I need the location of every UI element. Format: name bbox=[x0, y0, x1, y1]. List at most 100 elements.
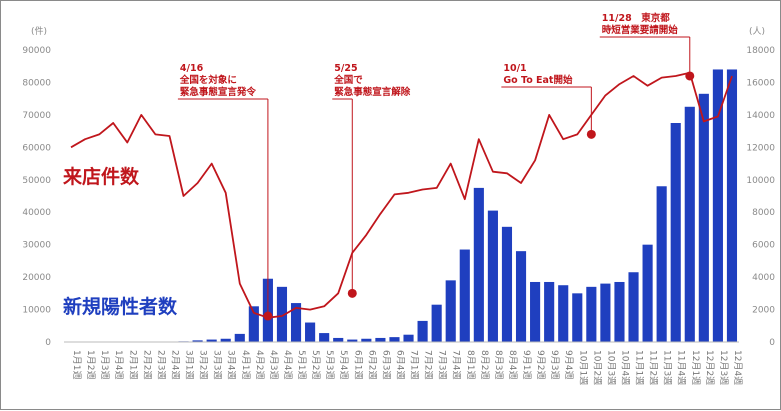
x-tick-label: 8月1週 bbox=[465, 350, 476, 379]
bar bbox=[544, 281, 555, 342]
x-tick-label: 5月4週 bbox=[338, 350, 349, 379]
x-tick-label: 1月4週 bbox=[113, 350, 124, 379]
x-tick-label: 4月4週 bbox=[282, 350, 293, 379]
annotation-marker bbox=[685, 71, 695, 81]
left-axis: (件) 0 10000 20000 30000 40000 50000 60000 70000 8… bbox=[22, 25, 51, 348]
bar bbox=[319, 333, 330, 342]
right-axis-unit: (人) bbox=[749, 26, 765, 37]
line-path bbox=[70, 71, 733, 319]
annotation-text: Go To Eat開始 bbox=[503, 74, 573, 86]
left-tick-label: 50000 bbox=[22, 176, 51, 186]
annotation-text: 緊急事態宣言発令 bbox=[180, 86, 257, 98]
x-tick-label: 5月1週 bbox=[296, 350, 307, 379]
x-tick-label: 8月4週 bbox=[507, 350, 518, 379]
annotation-marker bbox=[586, 129, 596, 139]
bar bbox=[276, 286, 288, 342]
x-tick-label: 12月2週 bbox=[704, 350, 715, 385]
x-tick-label: 8月3週 bbox=[493, 350, 504, 379]
bar bbox=[305, 322, 316, 342]
bar bbox=[614, 281, 625, 342]
bar bbox=[515, 251, 527, 342]
left-tick-label: 10000 bbox=[22, 306, 51, 316]
x-tick-label: 9月3週 bbox=[549, 350, 560, 379]
annotation-text: 10/1 bbox=[503, 63, 526, 74]
bar bbox=[459, 249, 470, 342]
x-tick-label: 12月3週 bbox=[718, 350, 729, 385]
bar bbox=[698, 93, 709, 342]
right-tick-label: 18000 bbox=[746, 46, 775, 56]
bar bbox=[586, 286, 597, 342]
x-tick-label: 5月3週 bbox=[324, 350, 335, 379]
bar bbox=[333, 337, 344, 342]
x-tick-label: 1月3週 bbox=[99, 350, 110, 379]
x-tick-label: 7月4週 bbox=[451, 350, 462, 379]
x-tick-label: 4月1週 bbox=[240, 350, 251, 379]
x-tick-label: 1月1週 bbox=[71, 350, 82, 379]
x-tick-label: 7月3週 bbox=[437, 350, 448, 379]
x-tick-label: 9月2週 bbox=[535, 350, 546, 379]
x-tick-label: 8月2週 bbox=[479, 350, 490, 379]
bar bbox=[501, 226, 513, 342]
bar bbox=[572, 293, 583, 342]
x-tick-label: 3月2週 bbox=[198, 350, 209, 379]
x-tick-label: 3月3週 bbox=[212, 350, 223, 379]
x-tick-label: 10月2週 bbox=[591, 350, 602, 385]
bar bbox=[347, 339, 358, 342]
bar bbox=[192, 340, 203, 342]
bar bbox=[670, 123, 681, 342]
x-tick-label: 6月4週 bbox=[394, 350, 405, 379]
bar bbox=[220, 338, 231, 342]
x-tick-label: 2月4週 bbox=[169, 350, 180, 379]
left-tick-label: 70000 bbox=[22, 111, 51, 121]
bar bbox=[417, 320, 428, 342]
x-tick-label: 1月2週 bbox=[85, 350, 96, 379]
left-tick-label: 60000 bbox=[22, 143, 51, 153]
bar bbox=[642, 244, 653, 342]
bar bbox=[389, 337, 400, 342]
bar bbox=[712, 69, 723, 342]
line-series bbox=[70, 71, 733, 319]
x-axis: 1月1週 1月2週 1月3週 1月4週 2月1週 2月2週 2月3週 2月4週 3月1週 3月2週… bbox=[64, 341, 743, 385]
annotation-text: 11/28 東京都 bbox=[602, 12, 670, 24]
left-tick-label: 30000 bbox=[22, 241, 51, 251]
bar bbox=[558, 285, 569, 342]
annotation-text: 5/25 bbox=[334, 63, 357, 74]
bar bbox=[487, 210, 498, 342]
bar bbox=[431, 304, 442, 342]
bar bbox=[403, 334, 414, 342]
bar bbox=[206, 339, 217, 342]
x-tick-label: 5月2週 bbox=[310, 350, 321, 379]
annotation-text: 時短営業要請開始 bbox=[602, 24, 679, 36]
x-tick-label: 2月2週 bbox=[141, 350, 152, 379]
x-tick-label: 4月3週 bbox=[268, 350, 279, 379]
left-tick-label: 90000 bbox=[22, 46, 51, 56]
right-tick-label: 0 bbox=[769, 338, 775, 348]
bar bbox=[530, 281, 541, 342]
bar bbox=[473, 187, 484, 342]
bar bbox=[628, 272, 639, 342]
x-tick-label: 3月4週 bbox=[226, 350, 237, 379]
right-axis: (人) 0 2000 4000 6000 8000 10000 12000 14000 16000… bbox=[746, 26, 775, 348]
line-series-label: 来店件数 bbox=[63, 165, 140, 188]
bar bbox=[248, 306, 259, 342]
x-tick-label: 6月2週 bbox=[366, 350, 377, 379]
left-tick-label: 0 bbox=[45, 338, 51, 348]
left-tick-label: 40000 bbox=[22, 208, 51, 218]
bar bbox=[726, 69, 738, 342]
x-tick-label: 12月4週 bbox=[732, 350, 743, 385]
bar bbox=[234, 333, 245, 342]
bar-series-label: 新規陽性者数 bbox=[63, 295, 178, 318]
x-tick-label: 4月2週 bbox=[254, 350, 265, 379]
x-tick-label: 6月3週 bbox=[380, 350, 391, 379]
annotation-marker bbox=[263, 311, 273, 321]
annotation-text: 緊急事態宣言解除 bbox=[334, 86, 411, 98]
bar bbox=[656, 186, 667, 342]
x-tick-label: 12月1週 bbox=[690, 350, 701, 385]
right-tick-label: 2000 bbox=[752, 306, 775, 316]
x-tick-label: 11月3週 bbox=[662, 350, 673, 385]
bar bbox=[290, 303, 302, 342]
x-tick-label: 9月1週 bbox=[521, 350, 532, 379]
